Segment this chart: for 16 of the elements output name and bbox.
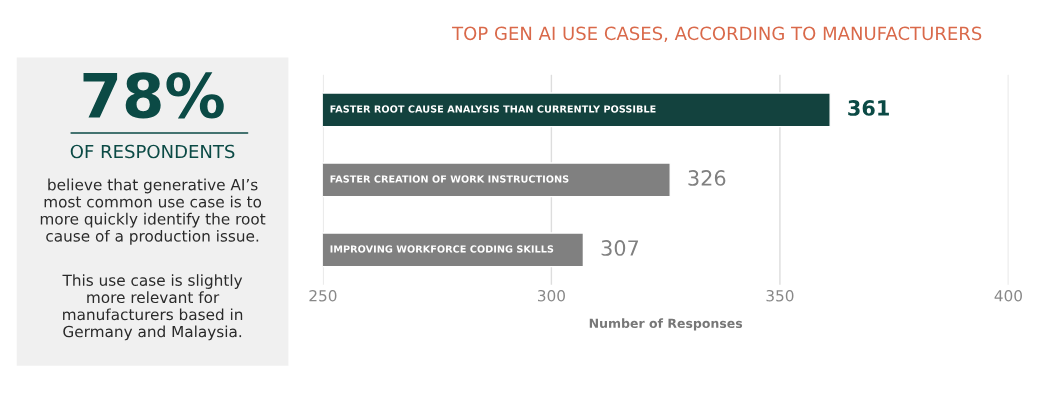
y-tick-label: FASTER CREATION OF WORK INSTRUCTIONS <box>330 175 569 183</box>
data-label: 326 <box>688 170 726 186</box>
text: This use case is slightly more relevant for manufacturers based in Germany and Malaysia. <box>62 274 243 341</box>
x-tick-label: 400 <box>994 289 1022 302</box>
text: 78% <box>83 72 224 119</box>
chart-title: TOP GEN AI USE CASES, ACCORDING TO MANUFACTURERS <box>452 26 982 43</box>
text: OF RESPONDENTS <box>70 144 235 159</box>
data-label: 361 <box>848 100 889 116</box>
x-tick-label: 350 <box>766 289 794 302</box>
data-label: 307 <box>601 240 639 256</box>
x-axis-title: Number of Responses <box>589 318 743 331</box>
x-tick-label: 250 <box>309 289 337 302</box>
x-tick-label: 300 <box>538 289 565 302</box>
y-tick-label: FASTER ROOT CAUSE ANALYSIS THAN CURRENTLY POSSIBLE <box>330 105 656 113</box>
y-tick-label: IMPROVING WORKFORCE CODING SKILLS <box>330 245 554 253</box>
text: believe that generative AI’s most common use case is to more quickly identify the root cause of a production issue. <box>40 178 266 245</box>
